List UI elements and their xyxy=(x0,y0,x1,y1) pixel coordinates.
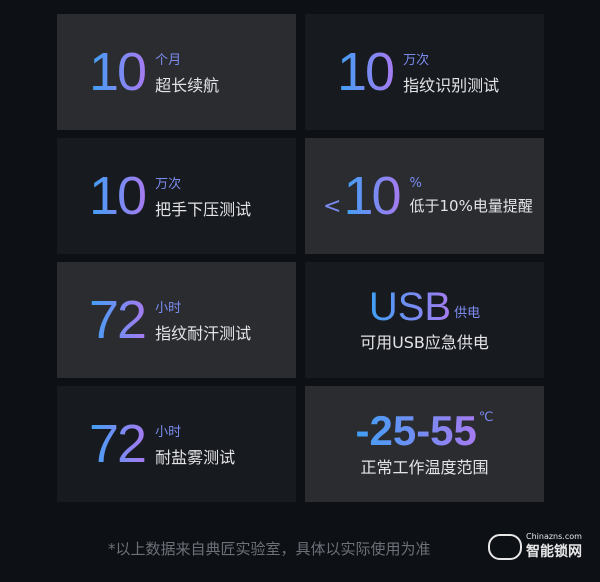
stat-card-low-battery: <10 % 低于10%电量提醒 xyxy=(305,138,544,254)
stat-label: 超长续航 xyxy=(155,75,220,95)
stat-value: -25-55 xyxy=(355,407,477,454)
stat-value: USB xyxy=(368,285,452,329)
stat-card-usb: USB 供电 可用USB应急供电 xyxy=(305,262,544,378)
stat-value: 10 xyxy=(89,166,147,226)
stat-label: 指纹识别测试 xyxy=(403,75,500,95)
stat-unit: 供电 xyxy=(454,306,481,321)
stat-value: 72 xyxy=(89,414,147,474)
stat-unit: 万次 xyxy=(403,52,430,68)
stat-label: 指纹耐汗测试 xyxy=(155,323,252,343)
stat-label: 可用USB应急供电 xyxy=(360,333,489,352)
stat-unit: % xyxy=(409,176,422,191)
cloud-icon xyxy=(488,533,522,560)
stat-value: 10 xyxy=(343,166,401,226)
stat-card-temperature: -25-55 ℃ 正常工作温度范围 xyxy=(305,386,544,502)
stat-label: 低于10%电量提醒 xyxy=(409,197,533,215)
stat-unit: 小时 xyxy=(155,424,182,440)
less-than-sign: < xyxy=(323,194,342,219)
stat-card-fingerprint: 10 万次指纹识别测试 xyxy=(305,14,544,130)
stat-value: 72 xyxy=(89,290,147,350)
stat-card-handle: 10 万次把手下压测试 xyxy=(57,138,296,254)
stat-label: 把手下压测试 xyxy=(155,199,252,219)
stat-label: 耐盐雾测试 xyxy=(155,447,236,467)
footnote: *以上数据来自典匠实验室，具体以实际使用为准 xyxy=(108,540,431,558)
watermark-logo: Chinazns.com 智能锁网 xyxy=(488,532,582,561)
stat-value: 10 xyxy=(337,42,395,102)
stat-unit: 个月 xyxy=(155,52,182,68)
stat-unit: 小时 xyxy=(155,300,182,316)
stat-card-sweat: 72 小时指纹耐汗测试 xyxy=(57,262,296,378)
stat-unit: ℃ xyxy=(478,410,494,425)
stat-card-salt-fog: 72 小时耐盐雾测试 xyxy=(57,386,296,502)
watermark-name: 智能锁网 xyxy=(526,544,582,560)
watermark-site: Chinazns.com xyxy=(526,532,582,541)
stat-card-battery: 10 个月超长续航 xyxy=(57,14,296,130)
stat-label: 正常工作温度范围 xyxy=(360,458,489,477)
stat-value: 10 xyxy=(89,42,147,102)
stat-unit: 万次 xyxy=(155,176,182,192)
